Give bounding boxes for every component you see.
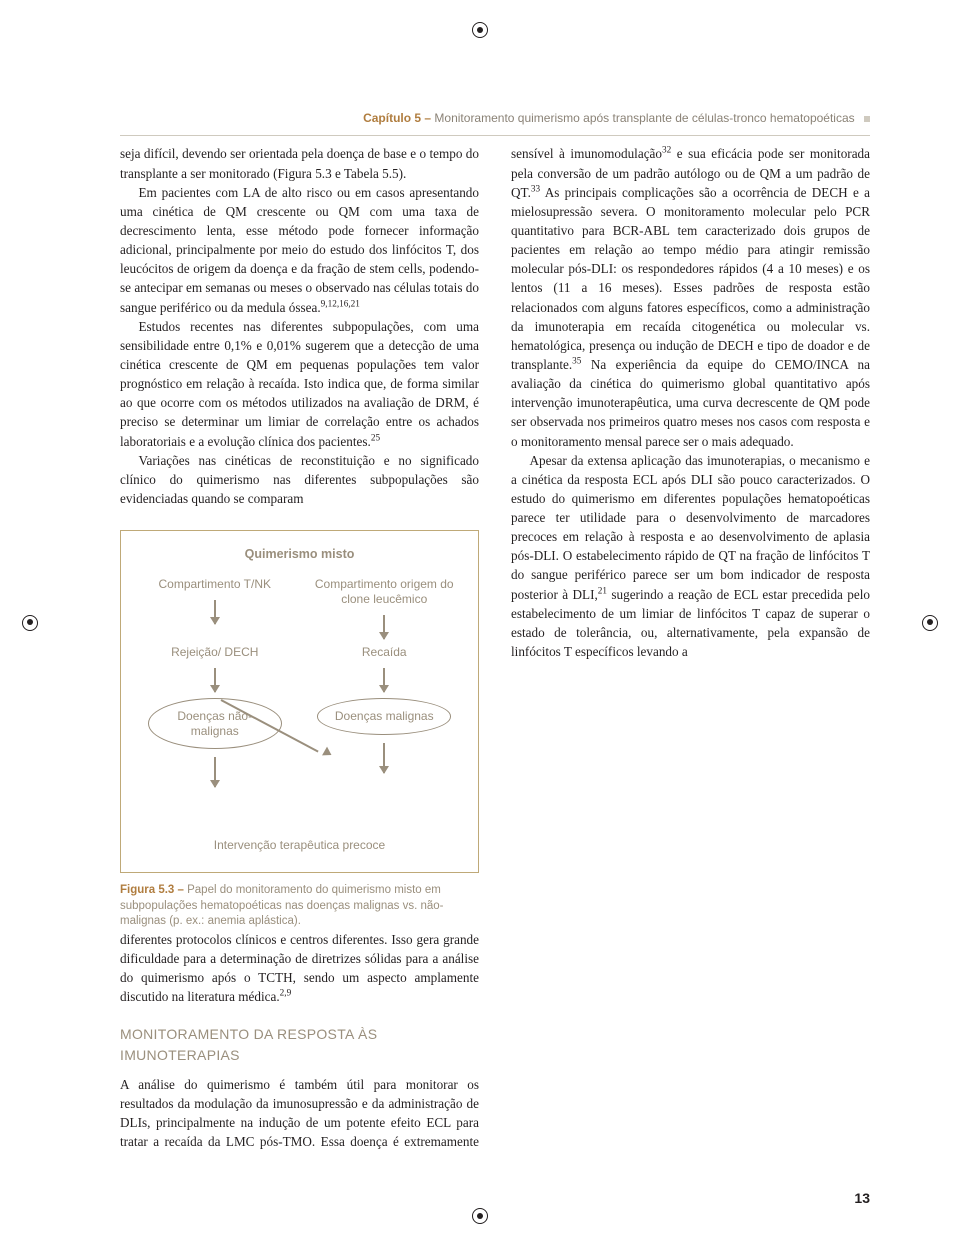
figure-row-mid: Rejeição/ DECH Recaída	[135, 645, 464, 692]
figure-bottom-label: Intervenção terapêutica precoce	[135, 837, 464, 854]
citation-superscript: 9,12,16,21	[321, 298, 360, 308]
body-paragraph: seja difícil, devendo ser orientada pela…	[120, 144, 479, 182]
citation-superscript: 25	[371, 432, 380, 442]
arrow-down-icon	[383, 743, 385, 773]
body-paragraph: Em pacientes com LA de alto risco ou em …	[120, 183, 479, 317]
body-paragraph: Variações nas cinéticas de reconstituiçã…	[120, 451, 479, 508]
body-paragraph: Estudos recentes nas diferentes subpopul…	[120, 317, 479, 451]
arrow-down-icon	[383, 615, 385, 639]
section-heading: MONITORAMENTO DA RESPOSTA ÀS IMUNOTERAPI…	[120, 1024, 479, 1065]
paragraph-text: Apesar da extensa aplicação das imunoter…	[511, 453, 870, 602]
arrow-down-icon	[383, 668, 385, 692]
crop-mark-right-icon	[922, 615, 938, 631]
figure-label-right-compartment: Compartimento origem do clone leucêmico	[305, 577, 465, 607]
figure-caption: Figura 5.3 – Papel do monitoramento do q…	[120, 883, 479, 930]
body-paragraph: diferentes protocolos clínicos e centros…	[120, 930, 479, 1007]
citation-superscript: 35	[572, 356, 581, 366]
text-columns: seja difícil, devendo ser orientada pela…	[120, 144, 870, 1154]
figure-5-3: Quimerismo misto Compartimento T/NK Comp…	[120, 530, 479, 930]
crop-mark-bottom-icon	[472, 1208, 488, 1224]
paragraph-text: Em pacientes com LA de alto risco ou em …	[120, 185, 479, 315]
figure-box: Quimerismo misto Compartimento T/NK Comp…	[120, 530, 479, 873]
figure-oval-nonmalignant: Doenças não-malignas	[148, 698, 282, 749]
paragraph-text: As principais complicações são a ocorrên…	[511, 185, 870, 372]
figure-label-recaida: Recaída	[305, 645, 465, 660]
citation-superscript: 33	[531, 183, 540, 193]
arrow-down-icon	[214, 668, 216, 692]
crop-mark-top-icon	[472, 22, 488, 38]
running-head-prefix: Capítulo 5 –	[363, 111, 431, 125]
arrow-down-icon	[214, 757, 216, 787]
running-head-ornament-icon	[864, 116, 870, 122]
figure-label-left-compartment: Compartimento T/NK	[135, 577, 295, 592]
figure-label-rejeicao: Rejeição/ DECH	[135, 645, 295, 660]
figure-row-compartments: Compartimento T/NK Compartimento origem …	[135, 577, 464, 639]
paragraph-text: Estudos recentes nas diferentes subpopul…	[120, 319, 479, 449]
running-head: Capítulo 5 – Monitoramento quimerismo ap…	[120, 110, 870, 136]
citation-superscript: 32	[662, 145, 671, 155]
figure-title: Quimerismo misto	[135, 545, 464, 563]
paragraph-text: diferentes protocolos clínicos e centros…	[120, 932, 479, 1004]
running-head-title: Monitoramento quimerismo após transplant…	[434, 111, 854, 125]
citation-superscript: 2,9	[280, 988, 292, 998]
figure-oval-malignant: Doenças malignas	[317, 698, 451, 734]
page-content: Capítulo 5 – Monitoramento quimerismo ap…	[120, 110, 870, 1176]
caption-lead: Figura 5.3 –	[120, 884, 184, 896]
figure-row-ovals: Doenças não-malignas Doenças malignas	[135, 692, 464, 787]
page-number: 13	[854, 1188, 870, 1208]
arrow-down-icon	[214, 600, 216, 624]
body-paragraph: Apesar da extensa aplicação das imunoter…	[511, 451, 870, 662]
citation-superscript: 21	[598, 585, 607, 595]
crop-mark-left-icon	[22, 615, 38, 631]
